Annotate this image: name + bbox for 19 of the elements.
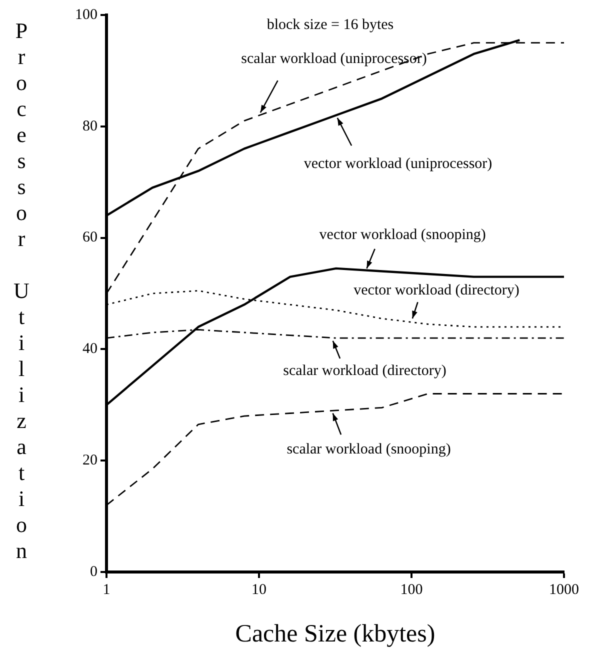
y-tick-label: 0 — [90, 564, 98, 580]
x-tick-label: 10 — [252, 582, 266, 598]
x-tick-label: 100 — [400, 582, 423, 598]
annotation: scalar workload (uniprocessor) — [241, 51, 427, 68]
annotation: vector workload (uniprocessor) — [304, 156, 492, 172]
x-tick-label: 1 — [102, 582, 110, 598]
y-tick-label: 100 — [75, 6, 98, 23]
y-tick-label: 60 — [82, 230, 98, 246]
annotation: scalar workload (directory) — [283, 362, 446, 379]
annotation: scalar workload (snooping) — [286, 441, 451, 458]
x-axis-title: Cache Size (kbytes) — [235, 620, 436, 648]
x-tick-label: 1000 — [549, 582, 579, 598]
y-tick-label: 40 — [82, 341, 98, 358]
annotation: block size = 16 bytes — [266, 16, 394, 33]
y-tick-label: 20 — [82, 452, 98, 469]
annotation: vector workload (snooping) — [319, 227, 486, 244]
y-axis-title: Processor Utilization — [8, 18, 34, 566]
y-tick-label: 80 — [82, 118, 98, 134]
annotation: vector workload (directory) — [354, 282, 520, 298]
